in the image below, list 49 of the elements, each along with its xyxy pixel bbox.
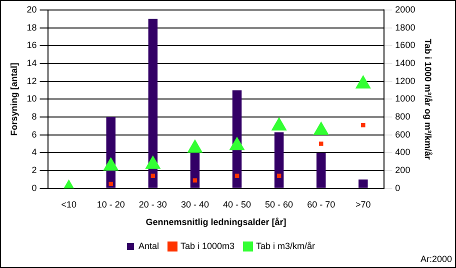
y-axis-title: Forsyning [antal] — [8, 62, 19, 136]
y-tick-label: 4 — [32, 147, 37, 158]
y2-tick-label: 1600 — [395, 40, 416, 50]
point — [318, 142, 324, 146]
x-tick-label: 10 - 20 — [96, 199, 125, 210]
x-axis-title: Gennemsnitlig ledningsalder [år] — [146, 217, 286, 228]
y-tick-label: 14 — [26, 58, 37, 68]
y2-tick-label: 1200 — [395, 76, 416, 86]
y-tick-label: 12 — [26, 76, 37, 86]
y2-tick-label: 1000 — [395, 94, 416, 104]
x-tick-label: >70 — [356, 199, 371, 210]
y2-tick-label: 0 — [395, 182, 400, 193]
y-tick-label: 6 — [32, 129, 37, 140]
y2-axis-title: Tab i 1000 m³/år og m³/km/år — [423, 38, 434, 160]
y2-tick-label: 1800 — [395, 22, 416, 32]
y-tick-label: 2 — [32, 165, 37, 176]
y-tick-label: 18 — [26, 22, 37, 32]
x-tick-label: <10 — [61, 199, 76, 210]
y-tick-label: 10 — [26, 94, 37, 104]
bar — [274, 132, 284, 188]
y2-tick-label: 600 — [395, 129, 410, 140]
legend-label: Antal — [138, 240, 159, 251]
y2-tick-label: 200 — [395, 165, 410, 176]
y-tick-label: 16 — [26, 40, 37, 50]
point — [187, 139, 203, 153]
x-tick-label: 40 - 50 — [223, 199, 252, 210]
legend-label: Tab i m3/km/år — [256, 240, 316, 251]
x-tick-label: 50 - 60 — [265, 199, 294, 210]
x-tick-label: 30 - 40 — [180, 199, 209, 210]
y-tick-label: 20 — [26, 4, 37, 14]
y2-tick-label: 800 — [395, 112, 410, 122]
bar — [190, 152, 200, 188]
y-tick-label: 8 — [32, 112, 37, 122]
bar — [148, 18, 158, 188]
text: Ar:2000 — [420, 254, 452, 264]
y2-tick-label: 1400 — [395, 58, 416, 68]
x-tick-label: 20 - 30 — [138, 199, 167, 210]
legend-label: Tab i 1000m3 — [180, 240, 235, 251]
y-tick-label: 0 — [32, 182, 37, 193]
bar — [358, 179, 368, 188]
x-tick-label: 60 - 70 — [307, 199, 336, 210]
bar — [316, 152, 326, 188]
point — [229, 136, 245, 150]
point — [355, 75, 371, 89]
point — [271, 116, 287, 130]
point — [361, 122, 366, 128]
y2-tick-label: 2000 — [395, 4, 416, 14]
y2-tick-label: 400 — [395, 147, 410, 158]
point — [313, 121, 329, 135]
